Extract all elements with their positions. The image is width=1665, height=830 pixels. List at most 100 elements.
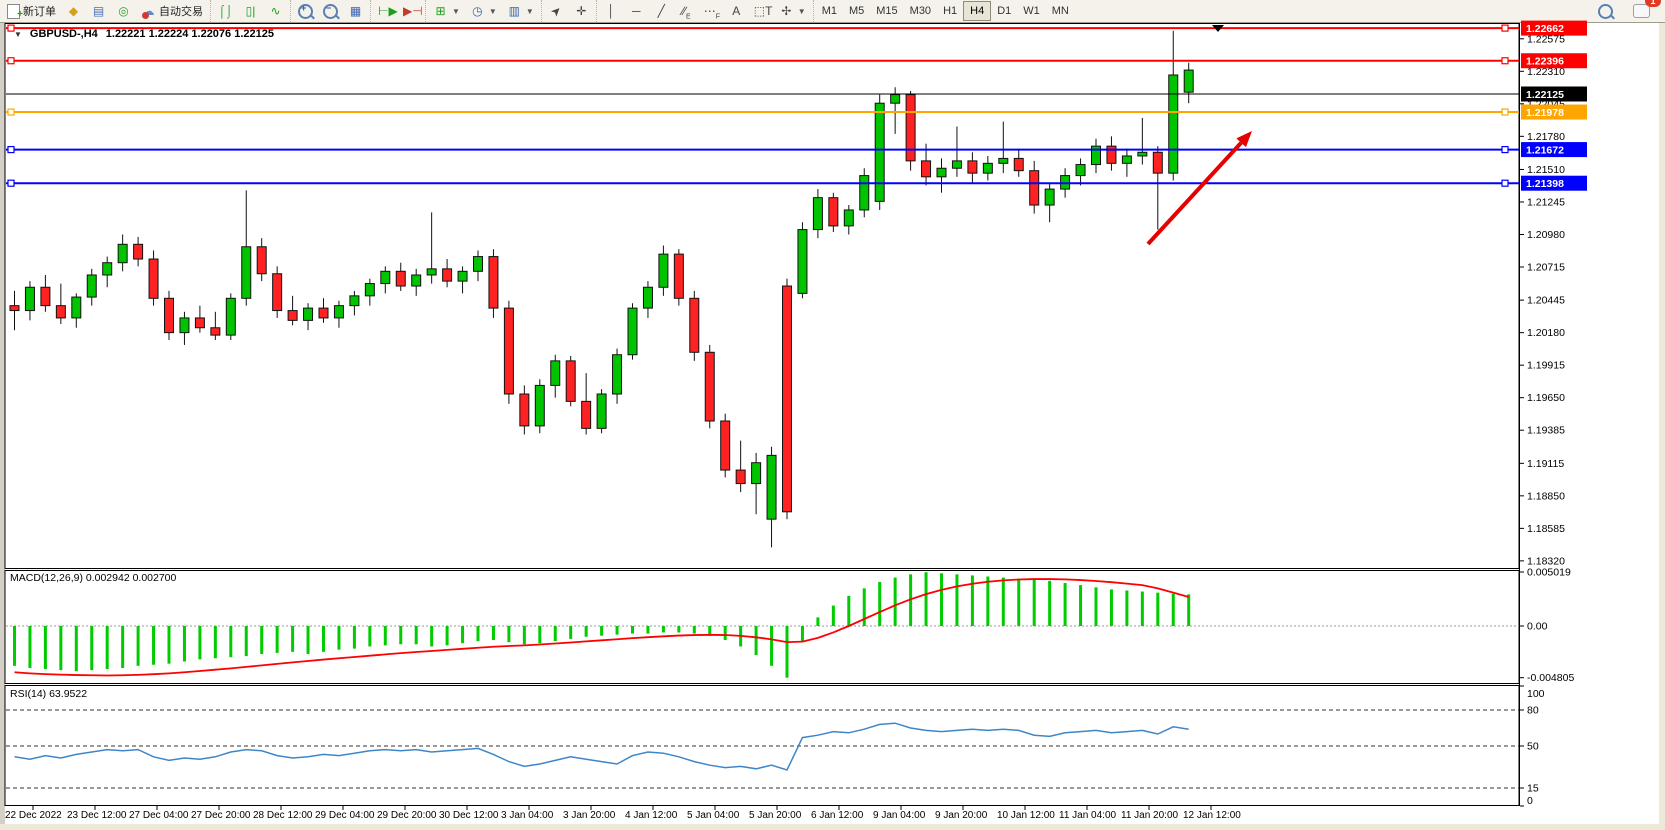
caret-down-icon: ▼ xyxy=(797,6,806,16)
text-label-icon: ⬚T xyxy=(753,3,773,18)
time-axis[interactable]: 22 Dec 2022 23 Dec 12:00 27 Dec 04:00 27 De… xyxy=(5,806,1241,821)
price-tick-label: 1.22575 xyxy=(1527,33,1565,45)
navigator-button[interactable]: ◎ xyxy=(111,0,136,22)
line-handle[interactable] xyxy=(7,145,15,154)
line-handle[interactable] xyxy=(1501,57,1509,65)
new-order-icon xyxy=(7,3,23,22)
text-label-button[interactable]: ⬚T xyxy=(749,0,774,22)
tile-windows-button[interactable]: ▦ xyxy=(343,0,368,22)
bull-candle xyxy=(766,454,777,520)
vertical-line-button[interactable]: │ xyxy=(599,0,624,22)
line-handle[interactable] xyxy=(7,57,15,65)
timeframe-M5[interactable]: M5 xyxy=(848,5,865,17)
auto-scroll-button[interactable]: ⊢▶ xyxy=(373,0,398,22)
rsi-plot: 100 80 50 150 xyxy=(6,685,1545,807)
search-button[interactable] xyxy=(1593,0,1618,22)
timeframe-H4[interactable]: H4 xyxy=(963,1,992,21)
notifications-button[interactable]: 1 xyxy=(1628,0,1661,22)
rsi-axis-label: 50 xyxy=(1527,741,1539,753)
horizontal-line-object[interactable]: 1.21398 xyxy=(6,175,1587,191)
line-handle[interactable] xyxy=(1501,108,1509,116)
time-tick-label: 11 Jan 04:00 xyxy=(1059,810,1117,821)
zoom-out-button[interactable]: − xyxy=(318,0,343,22)
bull-candle xyxy=(596,393,607,429)
periods-button[interactable]: ◷ ▼ xyxy=(465,0,502,22)
bull-candle xyxy=(982,162,993,174)
chart-shift-marker[interactable] xyxy=(1212,25,1224,32)
bear-candle xyxy=(318,307,329,319)
line-handle[interactable] xyxy=(1501,24,1509,32)
line-handle[interactable] xyxy=(7,179,15,187)
horizontal-line-object[interactable]: 1.22662 xyxy=(6,20,1587,36)
price-line-badge-label: 1.22125 xyxy=(1526,89,1564,101)
chart-title[interactable]: ▼ GBPUSD-,H4 1.22221 1.22224 1.22076 1.2… xyxy=(14,28,274,40)
price-tick-label: 1.20980 xyxy=(1527,229,1565,241)
rsi-pane[interactable] xyxy=(4,685,1520,806)
price-line-badge xyxy=(1521,53,1587,69)
trendline-icon: ╱ xyxy=(657,3,665,18)
arrows-button[interactable]: ✢ ▼ xyxy=(774,0,811,22)
bull-candle xyxy=(550,360,561,386)
horizontal-line-object[interactable]: 1.22396 xyxy=(6,53,1587,69)
price-line-badge-label: 1.22396 xyxy=(1526,56,1564,68)
templates-button[interactable]: ▥ ▼ xyxy=(502,0,539,22)
cursor-group: ➤ ✛ xyxy=(540,0,596,22)
collapse-triangle-icon[interactable]: ▼ xyxy=(14,29,22,39)
bear-candle xyxy=(782,285,792,513)
data-window-button[interactable]: ▤ xyxy=(86,0,111,22)
bear-candle xyxy=(148,258,159,299)
bull-candle xyxy=(658,253,669,288)
horizontal-line-object[interactable]: 1.21672 xyxy=(6,142,1587,158)
crosshair-button[interactable]: ✛ xyxy=(569,0,594,22)
line-handle[interactable] xyxy=(7,108,15,116)
add-indicator-button[interactable]: ⊞ ▼ xyxy=(428,0,465,22)
time-tick-label: 30 Dec 12:00 xyxy=(439,810,499,821)
window-bottom-edge xyxy=(0,824,1665,830)
window-right-edge xyxy=(1659,23,1665,830)
line-handle[interactable] xyxy=(1501,179,1509,187)
bear-candle xyxy=(272,273,283,312)
bull-candle xyxy=(534,384,545,427)
horizontal-line-button[interactable]: ─ xyxy=(624,0,649,22)
bar-chart-button[interactable]: ⌠⌡ xyxy=(213,0,238,22)
timeframe-M1[interactable]: M1 xyxy=(821,5,837,17)
autotrading-button[interactable]: ☁ 自动交易 xyxy=(136,0,208,22)
channel-button[interactable]: ∕∕E xyxy=(674,0,699,22)
bar-chart-icon: ⌠⌡ xyxy=(218,3,233,18)
price-tick-label: 1.19915 xyxy=(1527,360,1565,372)
timeframe-MN[interactable]: MN xyxy=(1051,5,1069,17)
text-icon: A xyxy=(732,3,741,18)
caret-down-icon: ▼ xyxy=(525,6,534,16)
timeframe-D1[interactable]: D1 xyxy=(997,5,1012,17)
time-tick-label: 29 Dec 20:00 xyxy=(377,810,437,821)
candlestick-chart-button[interactable]: ▯| xyxy=(238,0,263,22)
arrow-shaft[interactable] xyxy=(1146,141,1243,246)
bull-candle xyxy=(890,94,901,104)
new-order-button[interactable]: 新订单 xyxy=(2,0,61,22)
timeframe-M15[interactable]: M15 xyxy=(876,5,898,17)
trend-arrow-annotation[interactable] xyxy=(1146,131,1252,246)
bull-candle xyxy=(117,243,128,264)
text-button[interactable]: A xyxy=(724,0,749,22)
timeframe-M30[interactable]: M30 xyxy=(909,5,932,17)
candlestick-icon: ▯| xyxy=(245,3,256,18)
price-tick-label: 1.21510 xyxy=(1527,164,1565,176)
timeframe-H1[interactable]: H1 xyxy=(943,5,958,17)
price-pane[interactable] xyxy=(4,23,1520,569)
chart-shift-button[interactable]: ▶⊣ xyxy=(398,0,423,22)
horizontal-line-object[interactable]: 1.22125 xyxy=(6,86,1587,102)
timeframe-W1[interactable]: W1 xyxy=(1023,5,1040,17)
zoom-in-button[interactable]: + xyxy=(293,0,318,22)
line-handle[interactable] xyxy=(7,24,15,32)
fibonacci-button[interactable]: ⋯F xyxy=(699,0,724,22)
macd-pane[interactable] xyxy=(4,570,1520,684)
time-tick-label: 4 Jan 12:00 xyxy=(625,810,678,821)
trendline-button[interactable]: ╱ xyxy=(649,0,674,22)
bull-candle xyxy=(241,246,252,299)
horizontal-line-object[interactable]: 1.21978 xyxy=(6,104,1587,120)
line-handle[interactable] xyxy=(1501,145,1509,154)
line-chart-button[interactable]: ∿ xyxy=(263,0,288,22)
price-tick-label: 1.19650 xyxy=(1527,392,1565,404)
market-watch-button[interactable]: ◆ xyxy=(61,0,86,22)
